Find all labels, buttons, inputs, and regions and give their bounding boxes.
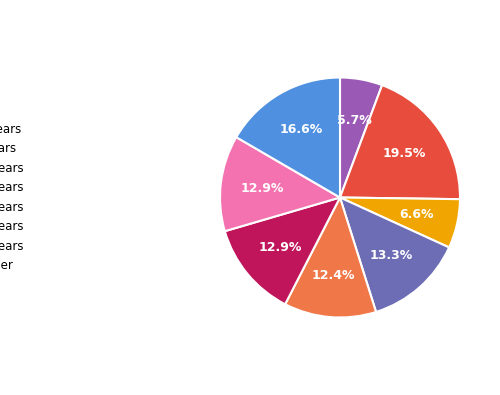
Wedge shape	[220, 137, 340, 231]
Text: 12.4%: 12.4%	[312, 269, 355, 282]
Text: 5.7%: 5.7%	[336, 114, 372, 127]
Wedge shape	[285, 198, 376, 318]
Wedge shape	[225, 198, 340, 304]
Wedge shape	[340, 77, 382, 198]
Text: 6.6%: 6.6%	[399, 208, 434, 221]
Text: 13.3%: 13.3%	[370, 250, 413, 262]
Wedge shape	[340, 198, 460, 247]
Legend: Under 5 years, 5 to 19 years, 20 to 24 years, 25 to 34 years, 35 to 44 years, 45: Under 5 years, 5 to 19 years, 20 to 24 y…	[0, 119, 27, 276]
Text: 19.5%: 19.5%	[382, 147, 426, 160]
Text: 12.9%: 12.9%	[241, 182, 284, 195]
Wedge shape	[340, 198, 449, 312]
Text: 12.9%: 12.9%	[258, 241, 302, 254]
Text: 16.6%: 16.6%	[280, 123, 322, 136]
Wedge shape	[340, 85, 460, 199]
Wedge shape	[236, 77, 340, 198]
